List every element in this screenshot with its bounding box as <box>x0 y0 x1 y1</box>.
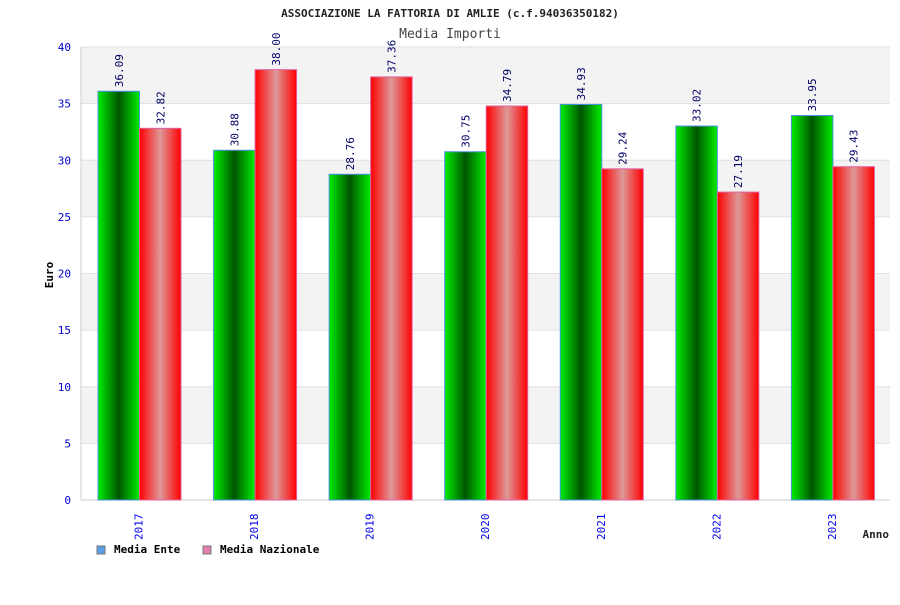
bar-media-nazionale <box>601 168 644 501</box>
bar-media-ente <box>328 173 372 501</box>
data-label: 33.95 <box>806 78 819 111</box>
legend-label: Media Ente <box>114 543 181 556</box>
grid-band <box>81 47 890 104</box>
y-tick-label: 20 <box>58 268 71 281</box>
x-tick-label: 2023 <box>826 514 839 541</box>
data-label: 37.36 <box>385 40 398 73</box>
legend-swatch <box>202 545 212 555</box>
legend-swatch <box>96 545 106 555</box>
x-tick-label: 2020 <box>479 514 492 541</box>
data-label: 30.88 <box>228 113 241 146</box>
y-tick-label: 15 <box>58 324 71 337</box>
data-label: 27.19 <box>732 155 745 188</box>
y-tick-label: 0 <box>64 494 71 507</box>
data-label: 30.75 <box>459 115 472 148</box>
x-tick-label: 2018 <box>248 514 261 541</box>
y-tick-label: 5 <box>64 437 71 450</box>
data-label: 28.76 <box>344 137 357 170</box>
bar-media-nazionale <box>485 105 529 501</box>
y-tick-label: 30 <box>58 154 71 167</box>
x-axis-label: Anno <box>863 528 890 541</box>
y-tick-label: 35 <box>58 98 71 111</box>
y-tick-label: 25 <box>58 211 71 224</box>
bar-media-ente <box>790 115 834 501</box>
chart-subtitle: Media Importi <box>399 27 501 42</box>
chart-title: ASSOCIAZIONE LA FATTORIA DI AMLIE (c.f.9… <box>281 7 619 20</box>
data-label: 36.09 <box>113 54 126 87</box>
legend-label: Media Nazionale <box>220 543 320 556</box>
data-label: 33.02 <box>691 89 704 122</box>
bar-media-ente <box>675 125 718 501</box>
bar-media-ente <box>213 149 256 501</box>
bar-media-nazionale <box>716 191 760 501</box>
x-tick-label: 2017 <box>133 514 146 541</box>
bar-media-nazionale <box>139 127 182 501</box>
y-tick-label: 10 <box>58 381 71 394</box>
bar-media-ente <box>97 90 140 501</box>
bar-media-nazionale <box>832 166 875 501</box>
bar-media-ente <box>444 151 487 501</box>
bar-media-nazionale <box>370 76 413 501</box>
bar-media-nazionale <box>254 69 298 501</box>
data-label: 29.43 <box>848 130 861 163</box>
data-label: 38.00 <box>270 33 283 66</box>
data-label: 34.93 <box>575 67 588 100</box>
x-tick-label: 2022 <box>710 514 723 541</box>
data-label: 34.79 <box>501 69 514 102</box>
y-tick-label: 40 <box>58 41 71 54</box>
data-label: 29.24 <box>617 131 630 164</box>
data-label: 32.82 <box>154 91 167 124</box>
bar-media-ente <box>559 103 603 501</box>
x-tick-label: 2021 <box>595 514 608 541</box>
y-axis-label: Euro <box>43 261 56 288</box>
x-tick-label: 2019 <box>364 514 377 541</box>
